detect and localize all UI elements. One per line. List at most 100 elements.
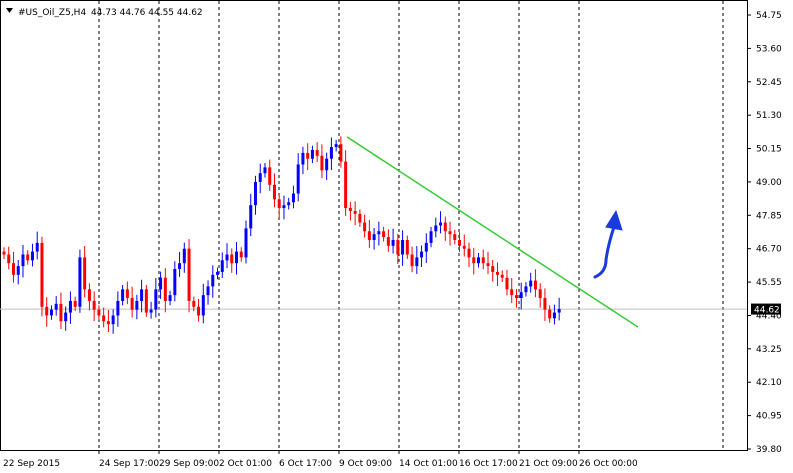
candle-body	[21, 254, 25, 267]
candle-body	[258, 173, 262, 182]
candle-body	[339, 144, 343, 162]
candle-body	[287, 202, 291, 206]
candle-body	[282, 205, 286, 209]
candle-body	[201, 295, 205, 316]
x-tick-label: 26 Oct 00:00	[579, 459, 638, 469]
candle-body	[405, 239, 409, 255]
candle-body	[106, 321, 110, 325]
candle-body	[140, 289, 144, 301]
arrow-head	[605, 209, 623, 231]
candle-body	[225, 254, 229, 261]
candle-body	[2, 251, 6, 255]
candle-body	[372, 234, 376, 240]
candle-body	[486, 263, 490, 267]
candle-body	[462, 245, 466, 249]
candle-body	[83, 257, 87, 290]
candle-body	[481, 257, 485, 264]
candle-body	[197, 306, 201, 316]
candle-body	[329, 147, 333, 159]
candle-body	[116, 300, 120, 316]
candle-body	[149, 309, 153, 313]
candle-body	[49, 309, 53, 316]
candle-body	[491, 266, 495, 272]
trendline	[346, 136, 639, 328]
candle-body	[40, 242, 44, 307]
ohlc-label: 44.73 44.76 44.55 44.62	[91, 8, 203, 18]
candle-body	[458, 239, 462, 246]
candle-body	[353, 210, 357, 214]
candle-body	[524, 286, 528, 293]
dropdown-triangle-icon[interactable]	[6, 8, 13, 13]
candle-body	[500, 274, 504, 278]
y-tick-label: 52.45	[756, 78, 782, 88]
time-axis: 22 Sep 2015 24 Sep 17:00 29 Sep 09:00 2 Oct…	[3, 450, 638, 469]
candle-body	[434, 225, 438, 232]
y-tick-label: 39.80	[756, 445, 782, 455]
candle-body	[477, 257, 480, 264]
candle-body	[367, 231, 371, 240]
candle-body	[533, 280, 537, 290]
x-tick-label: 24 Sep 17:00	[99, 459, 159, 469]
candle-body	[557, 309, 561, 313]
candle-body	[235, 251, 239, 264]
candle-body	[168, 295, 172, 301]
candle-body	[87, 289, 91, 301]
candle-body	[54, 303, 58, 310]
candle-body	[173, 269, 177, 296]
candle-body	[192, 300, 196, 307]
candle-body	[30, 251, 34, 261]
candle-body	[64, 312, 68, 322]
candle-body	[211, 274, 215, 287]
candle-body	[102, 315, 106, 322]
candle-body	[448, 231, 452, 235]
y-tick-label: 50.15	[756, 145, 782, 155]
candle-body	[130, 298, 134, 310]
candle-body	[382, 231, 386, 238]
candle-body	[182, 248, 186, 264]
candle-body	[358, 213, 362, 223]
y-tick-label: 40.95	[756, 412, 782, 422]
candle-body	[230, 254, 234, 264]
candle-body	[35, 242, 39, 252]
candle-body	[495, 271, 499, 275]
y-tick-label: 44.40	[756, 311, 782, 321]
y-tick-label: 54.75	[756, 11, 782, 21]
vertical-grid	[98, 1, 724, 450]
candle-body	[410, 254, 414, 267]
candle-body	[73, 300, 77, 307]
candle-body	[11, 263, 15, 275]
candle-body	[45, 306, 49, 316]
candle-body	[391, 239, 395, 246]
candle-body	[59, 303, 63, 322]
plot-area	[0, 0, 748, 451]
candle-body	[529, 280, 533, 287]
candle-body	[344, 161, 348, 209]
candle-body	[249, 205, 253, 229]
x-tick-label: 29 Sep 09:00	[159, 459, 219, 469]
candle-body	[429, 231, 433, 243]
candle-body	[253, 181, 257, 206]
candle-body	[315, 149, 319, 156]
candle-body	[443, 222, 447, 232]
candle-body	[439, 222, 443, 226]
x-tick-label: 22 Sep 2015	[3, 459, 60, 469]
candle-body	[548, 309, 552, 319]
candle-body	[144, 289, 148, 313]
candle-body	[206, 286, 210, 296]
candle-body	[216, 271, 220, 275]
price-axis: 54.75 53.60 52.45 51.30 50.15 49.00 47.85 46.70…	[747, 11, 782, 455]
y-tick-label: 49.00	[756, 178, 782, 188]
y-tick-label: 51.30	[756, 111, 782, 121]
candle-body	[125, 289, 129, 299]
candle-body	[472, 257, 476, 264]
candle-body	[277, 199, 281, 209]
candle-body	[78, 257, 82, 307]
candle-body	[187, 248, 191, 301]
candle-body	[514, 295, 518, 299]
candle-body	[552, 312, 556, 319]
candle-body	[377, 231, 381, 235]
candle-body	[7, 254, 11, 264]
candle-body	[92, 300, 96, 310]
candle-body	[510, 289, 514, 296]
